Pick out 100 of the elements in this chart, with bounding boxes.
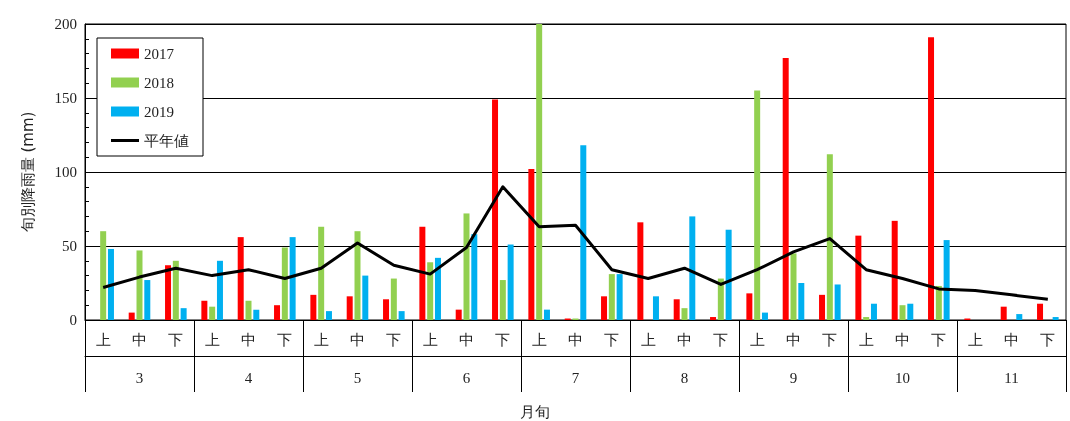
bar bbox=[943, 240, 950, 320]
bar bbox=[608, 274, 615, 320]
x-tick-label: 中 bbox=[786, 330, 801, 349]
bar bbox=[463, 213, 470, 320]
y-axis-title: 旬別降雨量 (mm) bbox=[18, 111, 37, 233]
bar bbox=[165, 265, 172, 320]
bar bbox=[928, 37, 935, 320]
bar bbox=[907, 303, 914, 320]
legend-label: 2017 bbox=[144, 45, 175, 62]
bar bbox=[746, 293, 753, 320]
bar bbox=[499, 280, 506, 320]
x-tick-label: 中 bbox=[132, 330, 147, 349]
bar bbox=[761, 312, 768, 320]
text: 8 bbox=[680, 369, 689, 386]
y-tick-label: 150 bbox=[54, 90, 77, 106]
bar bbox=[201, 300, 208, 320]
bar bbox=[782, 58, 789, 320]
bar bbox=[310, 294, 317, 320]
text: 5 bbox=[353, 369, 362, 386]
bar bbox=[209, 306, 216, 320]
bar bbox=[673, 299, 680, 320]
legend-label: 平年値 bbox=[144, 132, 189, 149]
bar bbox=[434, 257, 441, 320]
bar bbox=[710, 317, 717, 320]
text: 6 bbox=[462, 369, 471, 386]
bar bbox=[754, 90, 761, 320]
bar bbox=[325, 311, 332, 320]
bar bbox=[891, 220, 898, 320]
bar bbox=[536, 24, 543, 320]
x-tick-label: 下 bbox=[822, 330, 838, 349]
bar bbox=[100, 231, 107, 320]
x-tick-label: 中 bbox=[1004, 330, 1019, 349]
x-tick-label: 中 bbox=[568, 330, 583, 349]
bar bbox=[717, 278, 724, 320]
bar bbox=[507, 244, 514, 320]
x-tick-label: 上 bbox=[531, 330, 547, 349]
x-tick-label: 下 bbox=[713, 330, 729, 349]
bar bbox=[855, 235, 862, 320]
x-tick-label: 上 bbox=[967, 330, 983, 349]
bar bbox=[107, 248, 114, 320]
bar bbox=[245, 300, 252, 320]
x-tick-label: 中 bbox=[459, 330, 474, 349]
x-tick-label: 中 bbox=[895, 330, 910, 349]
bar bbox=[253, 309, 260, 320]
bar bbox=[274, 305, 281, 320]
x-tick-label: 下 bbox=[931, 330, 947, 349]
bar bbox=[136, 250, 143, 320]
bar bbox=[144, 280, 151, 320]
bar bbox=[899, 305, 906, 320]
text: 11 bbox=[1004, 369, 1019, 386]
x-tick-label: 上 bbox=[858, 330, 874, 349]
bar bbox=[543, 309, 550, 320]
bar bbox=[180, 308, 187, 320]
legend-label: 2019 bbox=[144, 103, 174, 120]
text: 3 bbox=[135, 369, 144, 386]
bar bbox=[580, 145, 587, 320]
bar bbox=[346, 296, 353, 320]
bar bbox=[601, 296, 608, 320]
bar bbox=[826, 154, 833, 320]
bar bbox=[281, 247, 288, 320]
bar bbox=[652, 296, 659, 320]
x-tick-label: 中 bbox=[241, 330, 256, 349]
bar bbox=[398, 311, 405, 320]
text: 7 bbox=[571, 369, 580, 386]
x-tick-label: 下 bbox=[604, 330, 620, 349]
bar bbox=[798, 283, 805, 320]
bar bbox=[689, 216, 696, 320]
bar bbox=[1000, 306, 1007, 320]
bar bbox=[935, 285, 942, 320]
bar bbox=[362, 275, 369, 320]
y-tick-label: 100 bbox=[54, 164, 77, 180]
x-tick-label: 上 bbox=[95, 330, 111, 349]
x-tick-label: 下 bbox=[386, 330, 402, 349]
x-axis-title: 月旬 bbox=[520, 402, 550, 421]
bar bbox=[354, 231, 361, 320]
x-tick-label: 上 bbox=[422, 330, 438, 349]
bar bbox=[318, 226, 325, 320]
y-tick-label: 0 bbox=[69, 312, 77, 328]
bar bbox=[681, 308, 688, 320]
x-tick-label: 下 bbox=[495, 330, 511, 349]
text: 10 bbox=[895, 369, 910, 386]
legend-label: 2018 bbox=[144, 74, 174, 91]
bar bbox=[172, 260, 179, 320]
x-tick-label: 中 bbox=[677, 330, 692, 349]
bar bbox=[725, 229, 732, 320]
bar bbox=[419, 226, 426, 320]
bar bbox=[237, 237, 244, 320]
bar bbox=[492, 99, 499, 320]
bar bbox=[819, 294, 826, 320]
y-tick-label: 200 bbox=[54, 16, 77, 32]
x-tick-label: 上 bbox=[749, 330, 765, 349]
x-tick-label: 中 bbox=[350, 330, 365, 349]
bar bbox=[870, 303, 877, 320]
bar bbox=[863, 317, 870, 320]
bar bbox=[427, 262, 434, 320]
text: 9 bbox=[789, 369, 798, 386]
bar bbox=[616, 274, 623, 320]
bar bbox=[128, 312, 135, 320]
bar bbox=[637, 222, 644, 320]
bar bbox=[834, 284, 841, 320]
